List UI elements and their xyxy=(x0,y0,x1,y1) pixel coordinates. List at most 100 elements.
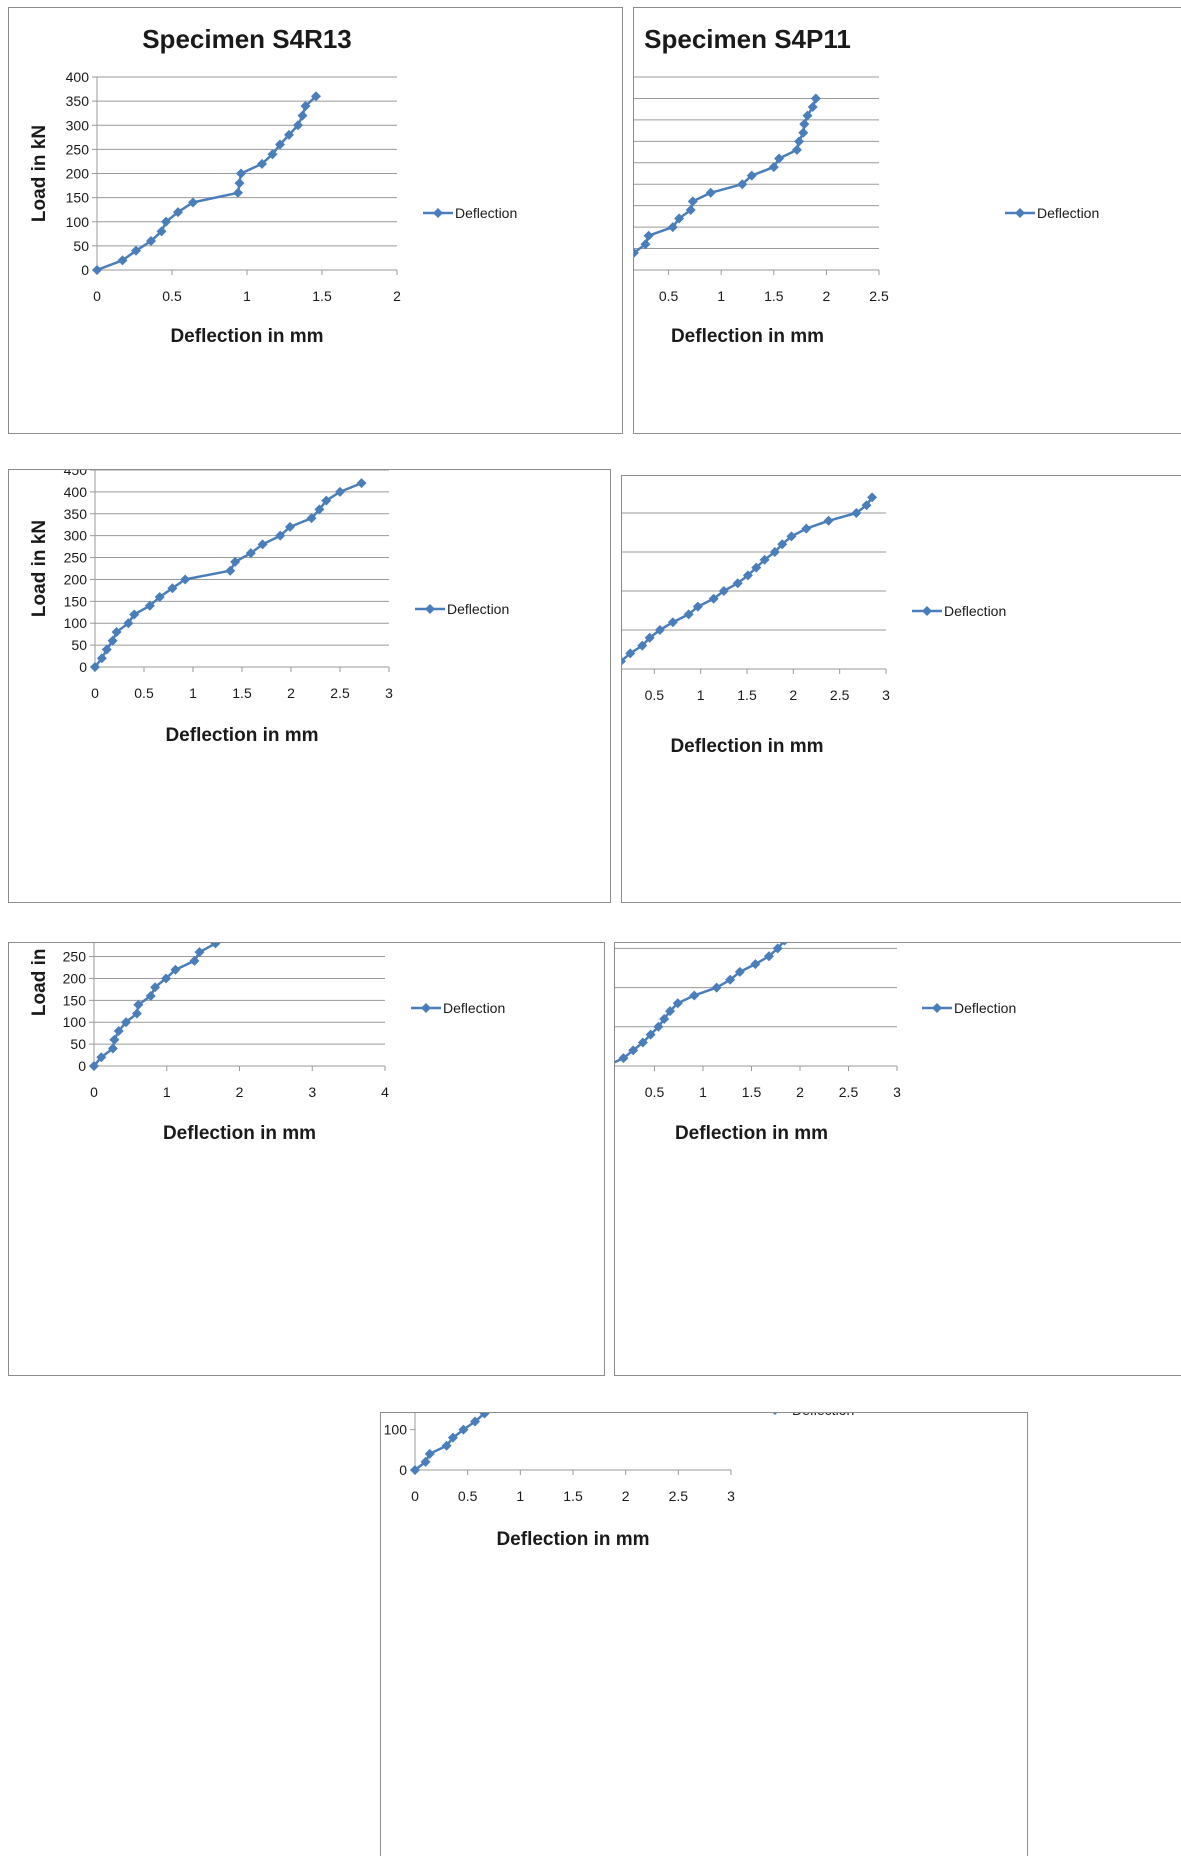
chart-panel-s4p13: Specimen S4P13010020030040050000.511.522… xyxy=(621,475,1181,903)
y-tick-label: 150 xyxy=(64,593,88,609)
legend-label: Deflection xyxy=(1037,205,1099,221)
data-point xyxy=(777,539,788,550)
data-point xyxy=(180,574,191,585)
series-line xyxy=(414,1413,488,1471)
data-point xyxy=(441,1440,452,1451)
data-point xyxy=(210,943,221,949)
series-line xyxy=(622,496,874,662)
data-point xyxy=(708,593,719,604)
x-tick-label: 3 xyxy=(882,687,890,703)
data-point xyxy=(667,222,678,233)
chart-panel-s4r13: Specimen S4R13 0 50 100 150 200 250 300 350 400 0 0… xyxy=(8,7,623,434)
chart-panel-s4p22: Specimen S4P22010020030040050000.511.522… xyxy=(614,942,1181,1376)
legend-marker xyxy=(922,606,932,616)
chart-s4p22: Specimen S4P22010020030040050000.511.522… xyxy=(615,943,1016,1144)
data-point xyxy=(763,951,774,962)
data-point xyxy=(625,648,636,659)
data-point xyxy=(131,245,141,256)
data-point xyxy=(637,1037,648,1048)
x-tick-label: 2.5 xyxy=(669,1488,689,1504)
x-tick-label: 2.5 xyxy=(839,1084,859,1100)
data-point xyxy=(144,600,155,611)
data-point xyxy=(447,1432,458,1443)
data-point xyxy=(335,486,345,497)
chart-s4p21: Specimen S4P2105010015020025030035040045… xyxy=(29,943,505,1144)
data-point xyxy=(674,213,685,224)
data-point xyxy=(794,136,805,147)
data-point xyxy=(644,632,655,643)
data-point xyxy=(479,1413,490,1419)
y-tick-label: 250 xyxy=(66,141,90,157)
x-tick-label: 1 xyxy=(243,288,251,304)
y-tick-label: 50 xyxy=(73,238,89,254)
x-tick-label: 2.5 xyxy=(830,687,850,703)
series-line xyxy=(94,481,363,668)
data-point xyxy=(810,93,821,104)
y-tick-label: 100 xyxy=(64,615,88,631)
y-tick-label: 100 xyxy=(63,1014,87,1030)
legend-marker xyxy=(425,604,435,614)
data-point xyxy=(823,515,834,526)
data-point xyxy=(851,508,862,518)
x-tick-label: 0 xyxy=(91,685,99,701)
data-point xyxy=(133,999,144,1010)
data-point xyxy=(685,204,696,215)
data-point xyxy=(751,562,762,573)
legend-label: Deflection xyxy=(443,1000,505,1016)
data-point xyxy=(750,959,761,970)
x-tick-label: 2 xyxy=(789,687,797,703)
data-point xyxy=(746,170,757,181)
x-tick-label: 1 xyxy=(516,1488,524,1504)
data-point xyxy=(111,626,122,637)
data-point xyxy=(799,119,810,130)
data-point xyxy=(275,139,285,150)
data-point xyxy=(640,239,651,250)
data-point xyxy=(672,998,683,1009)
data-point xyxy=(659,1013,670,1024)
data-point xyxy=(131,1008,142,1019)
data-point xyxy=(121,1017,132,1028)
data-point xyxy=(297,110,308,121)
y-tick-label: 300 xyxy=(66,117,90,133)
data-point xyxy=(637,640,648,651)
data-point xyxy=(236,168,246,179)
data-point xyxy=(861,500,872,511)
data-point xyxy=(225,565,236,576)
chart-s4p12: Specimen S4P1205010015020025030035040045… xyxy=(29,470,509,746)
data-point xyxy=(285,521,296,532)
chart-panel-s4p11: Specimen S4P1105010015020025030035040045… xyxy=(633,7,1181,434)
y-tick-label: 0 xyxy=(399,1462,407,1478)
data-point xyxy=(742,570,753,581)
y-tick-label: 400 xyxy=(64,484,88,500)
data-point xyxy=(161,216,171,227)
data-point xyxy=(311,91,321,102)
y-tick-label: 150 xyxy=(66,190,90,206)
data-point xyxy=(230,556,241,567)
y-tick-label: 0 xyxy=(81,262,89,278)
data-point xyxy=(420,1456,431,1467)
x-tick-label: 2 xyxy=(393,288,401,304)
data-point xyxy=(145,990,156,1001)
data-point xyxy=(645,1029,656,1040)
data-point xyxy=(791,144,802,155)
data-point xyxy=(284,129,294,140)
data-point xyxy=(161,973,172,984)
data-point xyxy=(801,523,812,534)
data-point xyxy=(725,974,736,985)
data-point xyxy=(245,548,256,559)
x-tick-label: 0.5 xyxy=(645,687,665,703)
y-axis-title: Load in kN xyxy=(29,125,50,222)
y-tick-label: 50 xyxy=(70,1036,86,1052)
data-point xyxy=(129,609,140,620)
chart-title: Specimen S4P11 xyxy=(644,24,851,54)
data-point xyxy=(798,127,809,138)
x-tick-label: 2 xyxy=(236,1084,244,1100)
y-tick-label: 300 xyxy=(64,528,88,544)
data-point xyxy=(711,982,722,993)
series-line xyxy=(615,943,785,1064)
x-tick-label: 0 xyxy=(411,1488,419,1504)
y-tick-label: 200 xyxy=(64,571,88,587)
x-tick-label: 0.5 xyxy=(645,1084,665,1100)
data-point xyxy=(194,947,205,958)
data-point xyxy=(768,162,779,173)
